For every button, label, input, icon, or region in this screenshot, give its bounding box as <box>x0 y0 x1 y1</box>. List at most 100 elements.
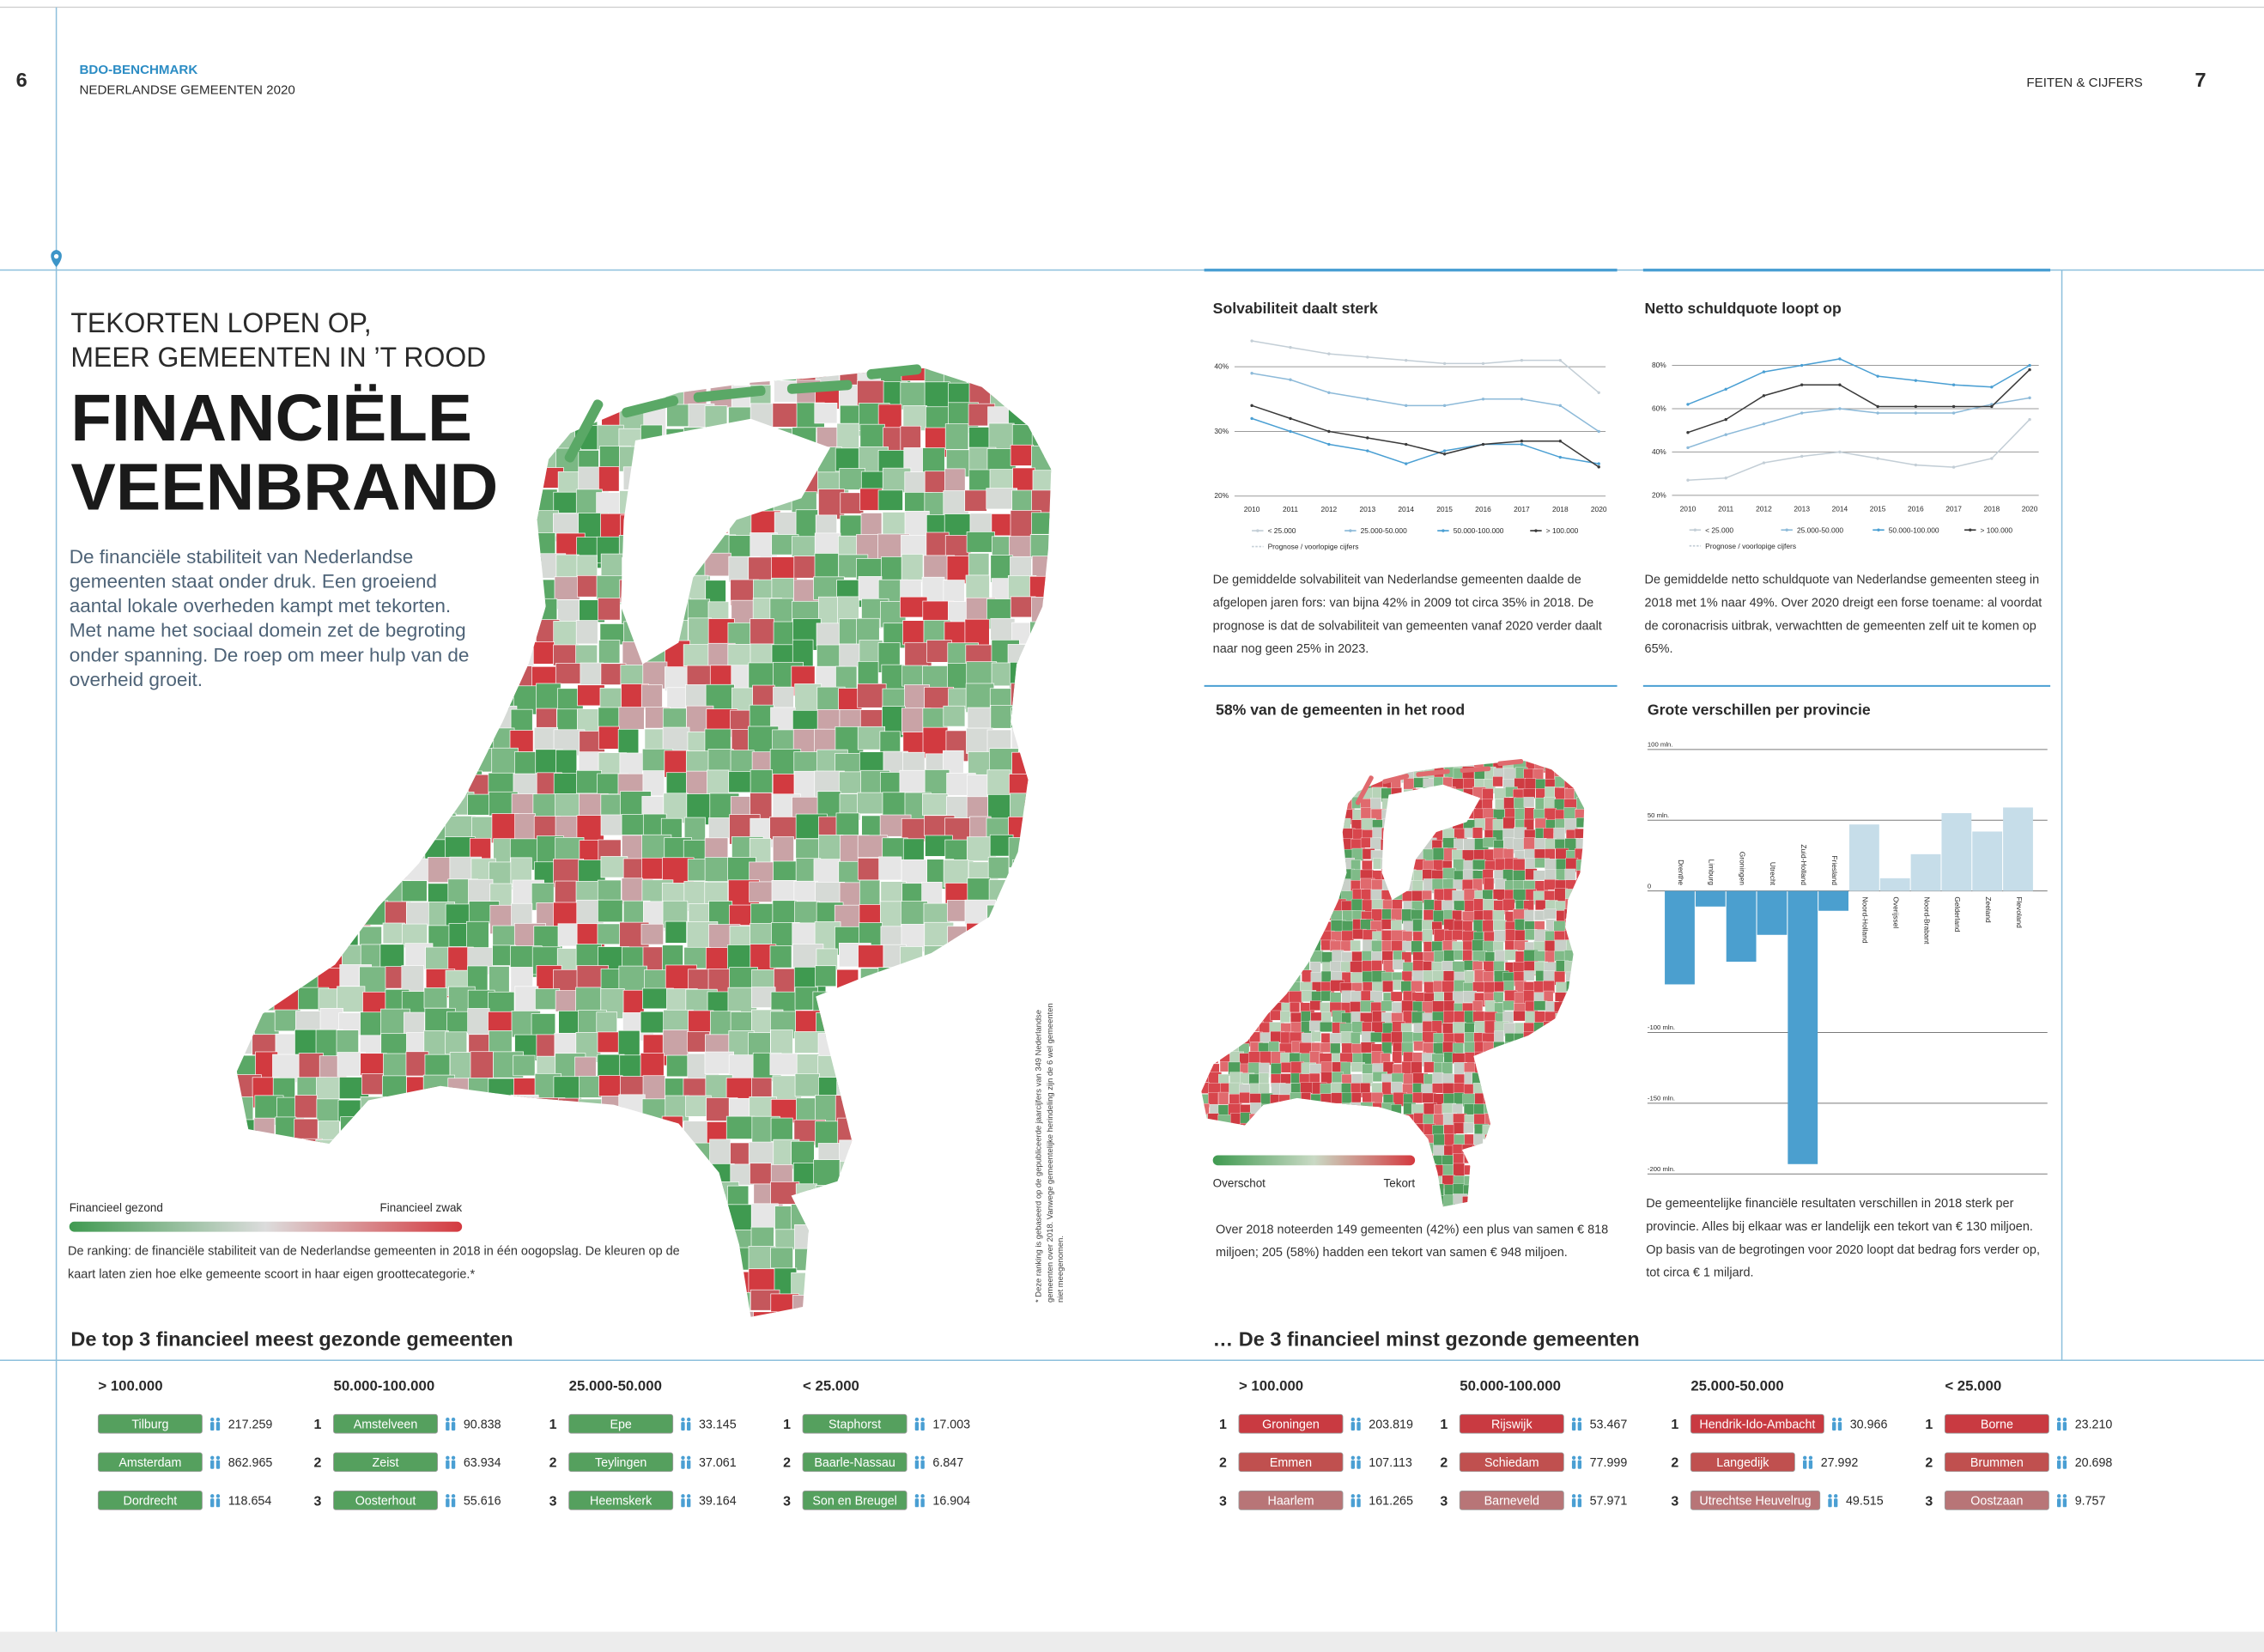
x-tick-label: 2011 <box>1718 504 1733 513</box>
municipality <box>704 837 729 861</box>
municipality <box>964 489 987 512</box>
municipality <box>770 1247 793 1269</box>
municipality-name: Oostzaan <box>1970 1494 2023 1508</box>
point <box>1520 440 1524 443</box>
rank: 2 <box>1440 1456 1448 1471</box>
population: 27.992 <box>1821 1456 1859 1470</box>
population: 17.003 <box>932 1418 970 1431</box>
person-icon <box>920 1460 925 1469</box>
municipality <box>298 1053 324 1079</box>
population: 53.467 <box>1590 1418 1628 1431</box>
municipality <box>901 554 924 583</box>
person-icon <box>1577 1455 1582 1460</box>
rank: 2 <box>1219 1456 1227 1471</box>
population: 20.698 <box>2075 1456 2113 1470</box>
municipality <box>1209 1103 1220 1115</box>
person-icon <box>2057 1460 2061 1469</box>
person-icon <box>1828 1498 1832 1508</box>
brand: BDO-BENCHMARK <box>79 63 197 77</box>
municipality <box>1411 880 1423 893</box>
point <box>1914 404 1918 409</box>
municipality <box>1452 1042 1464 1054</box>
municipality <box>489 966 510 994</box>
municipality <box>1351 1073 1363 1084</box>
person-icon <box>1832 1418 1836 1422</box>
x-tick-label: 2014 <box>1832 504 1848 513</box>
municipality-name: Amstelveen <box>354 1418 418 1431</box>
group-header: < 25.000 <box>803 1378 859 1394</box>
rank: 3 <box>1925 1494 1933 1509</box>
y-tick-label: 40% <box>1652 447 1666 456</box>
municipality <box>1453 1153 1464 1165</box>
island <box>786 380 853 394</box>
municipality <box>1523 837 1536 850</box>
municipality <box>1219 1061 1230 1072</box>
municipality <box>1452 849 1463 860</box>
person-icon <box>215 1455 221 1460</box>
municipality <box>1443 1010 1455 1023</box>
municipality <box>857 683 887 708</box>
municipality <box>1370 837 1381 850</box>
municipality <box>924 769 950 796</box>
municipality <box>879 731 901 755</box>
chart-title: Grote verschillen per provincie <box>1648 701 1871 719</box>
caption-box: De gemiddelde netto schuldquote van Nede… <box>1645 572 2042 656</box>
municipality <box>619 1054 641 1078</box>
municipality <box>966 796 989 819</box>
municipality <box>597 1031 620 1053</box>
legend-label: > 100.000 <box>1981 525 2013 534</box>
municipality <box>1454 1033 1465 1044</box>
person-icon <box>210 1422 215 1431</box>
point <box>1724 417 1727 422</box>
person-icon <box>1571 1460 1576 1469</box>
municipality <box>1493 992 1504 1003</box>
municipality <box>1217 1104 1230 1116</box>
legend-swatch <box>1442 529 1445 532</box>
point <box>1914 379 1918 382</box>
rank: 3 <box>1671 1494 1678 1509</box>
person-icon <box>215 1422 221 1431</box>
person-icon <box>914 1418 920 1422</box>
municipality <box>772 403 799 428</box>
municipality <box>990 704 1015 729</box>
lake <box>621 418 831 665</box>
municipality <box>1431 941 1443 952</box>
page-number: 6 <box>16 69 27 91</box>
bar <box>1879 878 1910 891</box>
municipality <box>1524 909 1534 923</box>
municipality <box>1472 961 1484 971</box>
point <box>1597 391 1600 394</box>
municipality <box>1484 999 1496 1012</box>
point <box>1481 398 1485 401</box>
point <box>1327 391 1331 394</box>
municipality <box>1452 1022 1466 1036</box>
point <box>1481 442 1485 446</box>
municipality <box>1390 1081 1403 1094</box>
municipality <box>1370 1032 1383 1043</box>
legend-label: < 25.000 <box>1705 525 1733 534</box>
municipality-name: Teylingen <box>595 1456 646 1470</box>
municipality <box>401 880 428 902</box>
municipality <box>1412 960 1424 972</box>
person-icon <box>1571 1418 1576 1422</box>
point <box>1597 429 1600 434</box>
population: 23.210 <box>2075 1418 2113 1431</box>
municipality <box>967 707 994 729</box>
municipality-name: Heemskerk <box>590 1494 652 1508</box>
group-header: < 25.000 <box>1945 1378 2001 1394</box>
municipality <box>491 813 519 844</box>
municipality <box>966 531 995 553</box>
municipality <box>1493 920 1507 931</box>
municipality <box>1362 951 1373 962</box>
point <box>2028 363 2031 367</box>
y-tick-label: -100 mln. <box>1648 1023 1675 1031</box>
municipality <box>1482 890 1493 900</box>
x-tick-label: 2013 <box>1359 505 1375 513</box>
municipality <box>1341 1042 1353 1055</box>
bar <box>1941 813 1972 891</box>
municipality <box>1443 950 1454 963</box>
x-tick-label: 2016 <box>1908 504 1924 513</box>
municipality <box>383 1053 410 1077</box>
municipality <box>1442 981 1454 993</box>
municipality-name: Borne <box>1981 1418 2013 1431</box>
